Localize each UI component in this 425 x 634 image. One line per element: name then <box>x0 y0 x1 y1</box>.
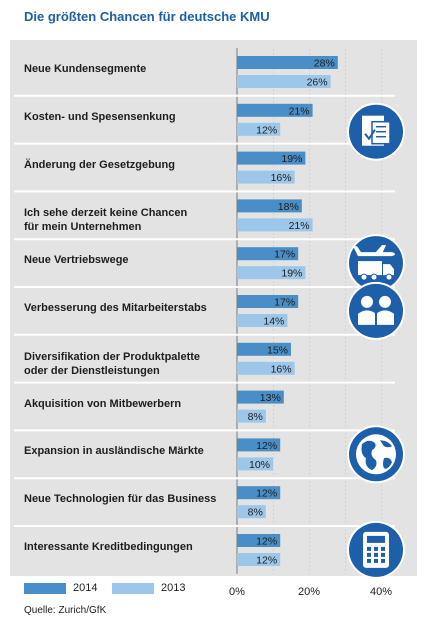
data-label-2013: 12% <box>256 555 277 567</box>
category-label: Kosten- und Spesensenkung <box>24 110 176 123</box>
data-label-2014: 17% <box>274 249 295 261</box>
data-label-2014: 19% <box>281 153 302 165</box>
data-label-2014: 12% <box>256 488 277 500</box>
category-label: Neue Technologien für das Business <box>24 493 217 506</box>
data-label-2013: 14% <box>263 316 284 328</box>
data-label-2013: 16% <box>271 172 292 184</box>
bar-2013 <box>237 361 295 375</box>
gridline-10 <box>272 48 274 574</box>
data-label-2013: 21% <box>289 220 310 232</box>
data-label-2013: 16% <box>271 363 292 375</box>
data-label-2014: 13% <box>260 392 281 404</box>
bar-2014 <box>237 486 281 500</box>
bar-2014 <box>237 534 281 547</box>
chart-title: Die größten Chancen für deutsche KMU <box>24 9 270 24</box>
category-label: Änderung der Gesetzgebung <box>24 158 175 171</box>
bar-2014 <box>237 56 338 69</box>
data-label-2013: 8% <box>248 411 263 423</box>
category-label: Interessante Kreditbedingungen <box>24 541 193 553</box>
gridline-20 <box>308 48 310 574</box>
plane-truck-icon <box>347 234 405 293</box>
data-label-2013: 26% <box>307 77 328 89</box>
category-label: Ich sehe derzeit keine Chancen für mein … <box>24 207 188 234</box>
category-label: Diversifikation der Produktpalette oder … <box>24 350 201 377</box>
bar-2013 <box>237 457 273 471</box>
bar-2013 <box>237 409 266 423</box>
data-label-2013: 19% <box>281 268 302 280</box>
data-label-2014: 17% <box>274 297 295 309</box>
data-label-2013: 8% <box>248 507 263 519</box>
bar-2014 <box>237 438 281 452</box>
x-tick-label: 20% <box>298 586 320 598</box>
data-label-2014: 28% <box>314 58 335 70</box>
bar-2013 <box>237 122 281 136</box>
x-tick-label: 40% <box>370 586 392 598</box>
data-label-2014: 15% <box>267 344 288 356</box>
category-label: Verbesserung des Mitarbeiterstabs <box>24 302 207 314</box>
bar-2014 <box>237 103 313 117</box>
bar-2013 <box>237 218 313 232</box>
people-icon <box>347 281 405 340</box>
gridline-30 <box>344 48 346 574</box>
data-label-2014: 21% <box>289 105 310 117</box>
source-note: Quelle: Zurich/GfK <box>24 605 107 616</box>
data-label-2013: 12% <box>256 124 277 136</box>
bar-2013 <box>237 505 266 519</box>
legend-swatch-2013 <box>112 583 154 594</box>
category-label: Neue Vertriebswege <box>24 254 129 267</box>
category-label: Akquisition von Mitbewerbern <box>24 397 182 410</box>
category-label: Neue Kundensegmente <box>24 63 147 75</box>
bar-2013 <box>237 266 306 280</box>
bar-2014 <box>237 342 291 356</box>
bar-2013 <box>237 170 295 184</box>
bar-2013 <box>237 75 331 88</box>
bar-2014 <box>237 247 299 261</box>
bar-2013 <box>237 553 281 566</box>
data-label-2013: 10% <box>249 459 270 471</box>
data-label-2014: 12% <box>256 536 277 548</box>
data-label-2014: 18% <box>278 201 299 213</box>
globe-icon <box>347 425 405 484</box>
bar-2014 <box>237 295 299 308</box>
x-tick-label: 0% <box>229 586 245 598</box>
legend-swatch-2014 <box>24 583 66 594</box>
document-check-icon <box>347 102 405 161</box>
category-label: Expansion in ausländische Märkte <box>24 445 204 458</box>
bar-2014 <box>237 199 302 213</box>
calculator-icon <box>347 520 405 579</box>
legend-label-2013: 2013 <box>161 582 186 594</box>
bar-2013 <box>237 314 288 327</box>
data-label-2014: 12% <box>256 440 277 452</box>
bar-2014 <box>237 390 284 404</box>
legend-label-2014: 2014 <box>73 582 98 594</box>
bar-2014 <box>237 151 306 165</box>
